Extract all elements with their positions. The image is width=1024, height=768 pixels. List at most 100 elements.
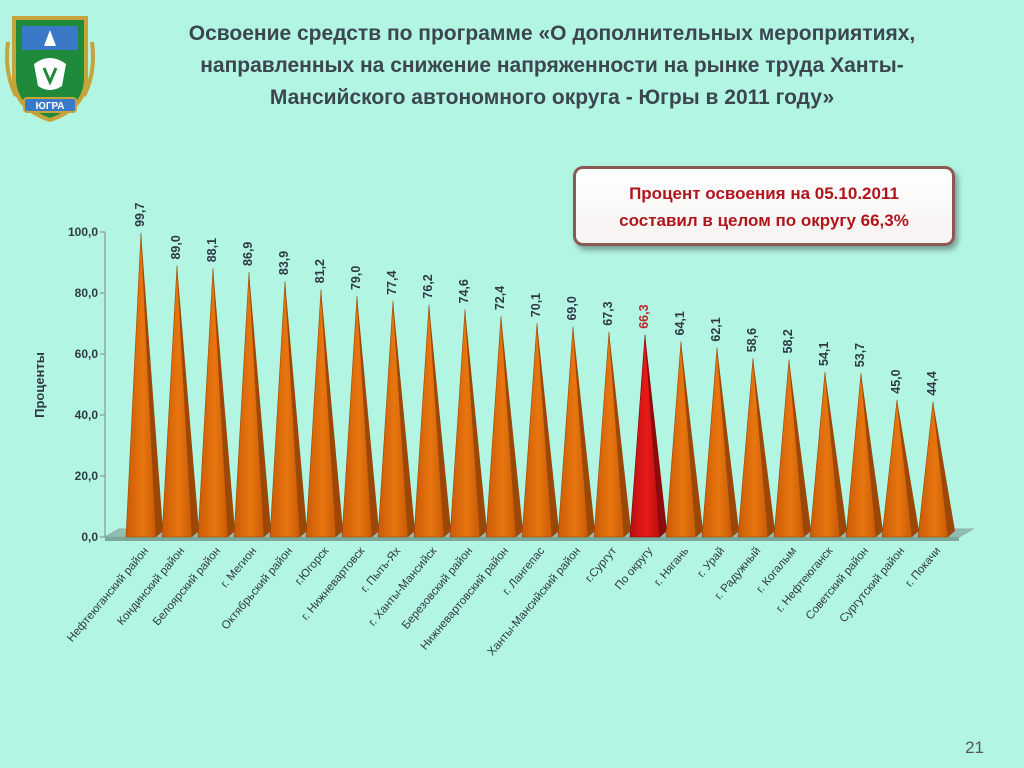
x-tick-label: г. Нижневартовск	[300, 544, 368, 622]
slide-title: Освоение средств по программе «О дополни…	[112, 18, 992, 114]
bar	[449, 309, 481, 538]
bar	[341, 296, 373, 538]
bar	[809, 371, 841, 538]
data-label: 62,1	[709, 317, 723, 341]
bar-side	[501, 316, 523, 537]
y-tick-label: 20,0	[75, 469, 99, 483]
emblem-label: ЮГРА	[36, 101, 65, 112]
data-label: 99,7	[133, 203, 147, 227]
data-label: 74,6	[457, 279, 471, 303]
bar	[161, 265, 193, 538]
data-label: 72,4	[493, 286, 507, 310]
x-tick-label: г.Сургут	[583, 545, 619, 585]
chart-floor-edge	[105, 537, 959, 541]
bar-side	[321, 289, 343, 537]
bar-side	[825, 371, 847, 537]
y-tick-label: 80,0	[75, 286, 99, 300]
data-label: 64,1	[673, 311, 687, 335]
bar-side	[897, 399, 919, 537]
callout-line: Процент освоения на 05.10.2011	[629, 184, 899, 203]
bar-side	[933, 401, 955, 537]
x-tick-label: Кондинский район	[115, 545, 187, 628]
bar	[557, 326, 589, 538]
bar	[125, 232, 157, 538]
bar	[377, 300, 409, 538]
x-tick-label: Сургутский район	[838, 545, 908, 625]
bar	[413, 304, 445, 538]
bar-side	[789, 359, 811, 537]
bar-side	[537, 323, 559, 537]
data-label: 44,4	[925, 371, 939, 395]
title-line: направленных на снижение напряженности н…	[200, 54, 904, 77]
data-label: 81,2	[313, 259, 327, 283]
x-tick-label: Белоярский район	[151, 545, 223, 628]
x-tick-label: г. Ханты-Мансийск	[367, 544, 440, 628]
bar-side	[753, 358, 775, 537]
bar-side	[645, 334, 667, 537]
bar-side	[573, 326, 595, 537]
data-label: 89,0	[169, 235, 183, 259]
bar	[701, 347, 733, 538]
data-label: 88,1	[205, 238, 219, 262]
bar	[917, 401, 949, 538]
bar	[233, 271, 265, 538]
bar	[881, 399, 913, 538]
bar-side	[717, 347, 739, 537]
data-label: 70,1	[529, 293, 543, 317]
title-line: Освоение средств по программе «О дополни…	[188, 22, 916, 45]
bar-side	[681, 341, 703, 537]
bar	[521, 323, 553, 538]
y-tick-label: 40,0	[75, 408, 99, 422]
bar-side	[249, 271, 271, 537]
x-tick-label: Советский район	[804, 545, 871, 622]
bar-side	[177, 265, 199, 537]
data-label: 66,3	[637, 304, 651, 328]
bar-side	[393, 300, 415, 537]
x-tick-label: г.Югорск	[293, 544, 332, 587]
bar-side	[609, 331, 631, 537]
data-label: 86,9	[241, 242, 255, 266]
bar	[305, 289, 337, 538]
bar	[629, 334, 661, 538]
bar	[197, 268, 229, 538]
y-tick-label: 60,0	[75, 347, 99, 361]
bar	[593, 331, 625, 538]
page-number: 21	[965, 738, 984, 757]
bar	[485, 316, 517, 538]
bar	[269, 281, 301, 538]
data-label: 77,4	[385, 271, 399, 295]
y-tick-label: 0,0	[81, 530, 98, 544]
x-tick-label: г. Покачи	[903, 545, 943, 589]
data-label: 67,3	[601, 301, 615, 325]
x-tick-label: г. Нягань	[652, 545, 691, 588]
title-line: Мансийского автономного округа - Югры в …	[269, 86, 835, 109]
x-tick-label: Березовский район	[400, 545, 475, 631]
data-label: 53,7	[853, 343, 867, 367]
data-label: 83,9	[277, 251, 291, 275]
bar-side	[285, 281, 307, 537]
bar-side	[141, 232, 163, 538]
data-label: 79,0	[349, 266, 363, 290]
bar	[773, 359, 805, 538]
callout-box: Процент освоения на 05.10.2011 составил …	[573, 166, 955, 246]
y-tick-label: 100,0	[68, 225, 98, 239]
x-tick-label: По округу	[613, 545, 655, 592]
x-tick-label: г. Урай	[695, 545, 727, 580]
bar-side	[465, 309, 487, 537]
bar	[845, 373, 877, 538]
bar-side	[357, 296, 379, 537]
data-label: 58,6	[745, 328, 759, 352]
bar-side	[429, 304, 451, 537]
data-label: 54,1	[817, 342, 831, 366]
data-label: 45,0	[889, 369, 903, 393]
y-axis-title: Проценты	[32, 352, 47, 418]
bar-side	[861, 373, 883, 537]
callout-line: составил в целом по округу 66,3%	[619, 211, 909, 230]
data-label: 76,2	[421, 274, 435, 298]
bar-side	[213, 268, 235, 537]
x-tick-label: Октябрьский район	[220, 545, 296, 632]
data-label: 69,0	[565, 296, 579, 320]
yugra-emblem-icon: ЮГРА	[5, 16, 95, 123]
